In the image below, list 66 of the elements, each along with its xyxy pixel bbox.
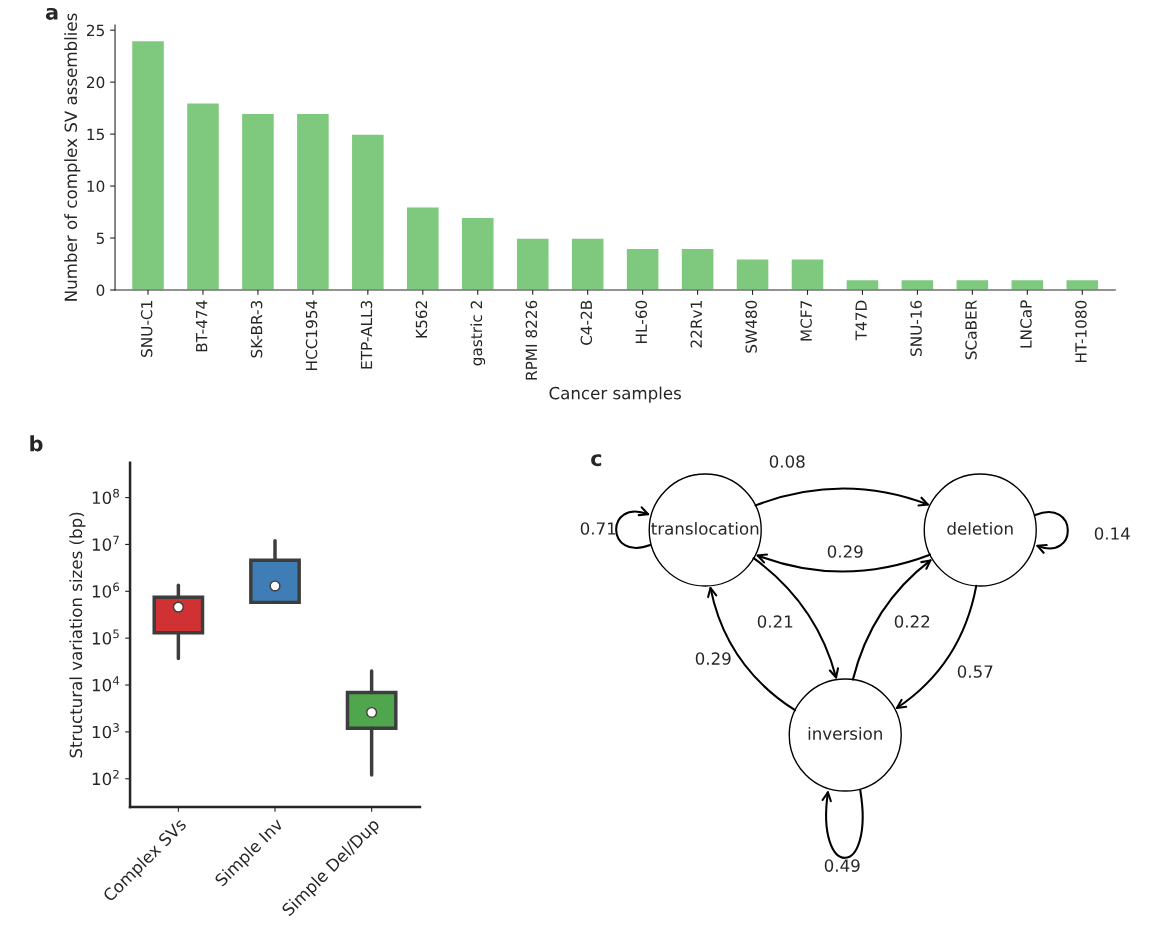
text: 0.22 [894,615,930,628]
x-tick-label: SNU-C1 [140,301,153,357]
y-tick-label: 10$^{2}$ [92,769,119,786]
y-tick-label: 0 [96,284,105,297]
x-axis-title: Cancer samples [549,386,681,403]
y-tick-label: 10$^{4}$ [92,676,120,692]
x-tick-label: SW480 [745,300,757,353]
y-tick-label: 15 [87,128,104,141]
bar [680,247,715,290]
bar [735,258,770,290]
chart-title: a [45,7,58,20]
bar [900,278,935,290]
bar [350,133,386,290]
y-tick-label: 10$^{5}$ [92,629,119,645]
category-label: inversion [808,726,882,740]
text: 0.21 [757,615,793,628]
x-tick-label: BT-474 [196,300,208,352]
y-tick-label: 10 [87,180,105,193]
y-axis-title: Number of complex SV assemblies [64,13,81,301]
text: 0.08 [769,455,805,468]
bar [130,39,166,290]
text: 0.14 [1094,527,1130,540]
bar [405,206,440,290]
x-tick-label: ETP-ALL3 [360,300,373,369]
bar [790,258,825,290]
y-tick-label: 10$^{8}$ [92,488,119,505]
y-tick-label: 20 [86,76,105,89]
category-label: translocation [651,521,759,535]
x-tick-label: SK-BR-3 [250,300,263,358]
y-tick-label: 10$^{7}$ [92,535,119,551]
bar [1065,278,1100,290]
y-axis-title: Structural variation sizes (bp) [69,512,86,758]
bar [460,216,495,290]
bar [1010,278,1045,290]
x-tick-label: SNU-16 [910,300,922,356]
x-tick-label: C4-2B [580,300,593,345]
x-tick-label: SCaBER [965,300,977,360]
x-tick-label: T47D [855,300,867,341]
y-tick-label: 10$^{6}$ [92,582,120,598]
bar [185,102,221,290]
y-tick-label: 10$^{3}$ [92,723,119,739]
bar [295,112,331,290]
x-tick-label: HT-1080 [1075,300,1087,363]
x-tick-label: K562 [415,301,428,338]
text: 0.57 [957,665,993,678]
bar [570,237,605,290]
bar [625,247,660,290]
x-tick-label: MCF7 [800,301,812,341]
bar [240,112,276,290]
category-label: deletion [947,521,1013,535]
bar [845,278,880,290]
x-tick-label: HL-60 [635,300,648,343]
text: 0.49 [824,859,860,872]
text: 0.29 [827,545,863,558]
y-tick-label: 5 [96,232,104,245]
text: c [591,454,602,467]
y-tick-label: 25 [86,24,104,37]
x-tick-label: HCC1954 [305,300,318,370]
chart-title: b [30,435,43,452]
x-tick-label: RPMI 8226 [525,300,538,380]
x-tick-label: gastric 2 [470,301,486,366]
text: 0.29 [695,652,731,665]
bar [515,237,550,290]
bar [955,278,990,290]
x-tick-label: 22Rv1 [690,301,702,348]
x-tick-label: LNCaP [1020,300,1032,348]
